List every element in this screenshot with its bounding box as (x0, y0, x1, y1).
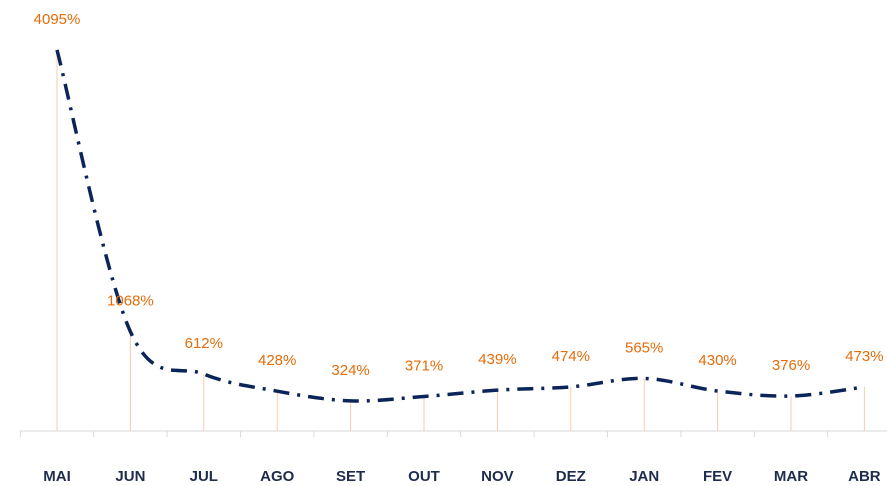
value-label: 565% (625, 339, 663, 356)
value-label: 4095% (34, 11, 81, 28)
x-tick-label: DEZ (556, 468, 586, 485)
x-tick-label: OUT (408, 468, 440, 485)
x-tick-label: ABR (848, 468, 881, 485)
value-label: 612% (185, 335, 223, 352)
value-label: 439% (478, 351, 516, 368)
value-label: 376% (772, 357, 810, 374)
x-tick-label: SET (336, 468, 365, 485)
line-series (55, 49, 865, 403)
x-tick-label: MAI (43, 468, 71, 485)
value-label: 473% (845, 348, 883, 365)
x-tick-label: JUN (115, 468, 145, 485)
x-tick-label: NOV (481, 468, 514, 485)
value-label: 1068% (107, 293, 154, 310)
x-tick-label: JAN (629, 468, 659, 485)
x-tick-label: MAR (774, 468, 808, 485)
value-label: 430% (698, 352, 736, 369)
x-tick-label: JUL (190, 468, 218, 485)
value-label: 474% (552, 348, 590, 365)
value-label: 371% (405, 357, 443, 374)
value-label: 324% (331, 362, 369, 379)
x-tick-label: FEV (703, 468, 732, 485)
value-label: 428% (258, 352, 296, 369)
x-tick-label: AGO (260, 468, 295, 485)
